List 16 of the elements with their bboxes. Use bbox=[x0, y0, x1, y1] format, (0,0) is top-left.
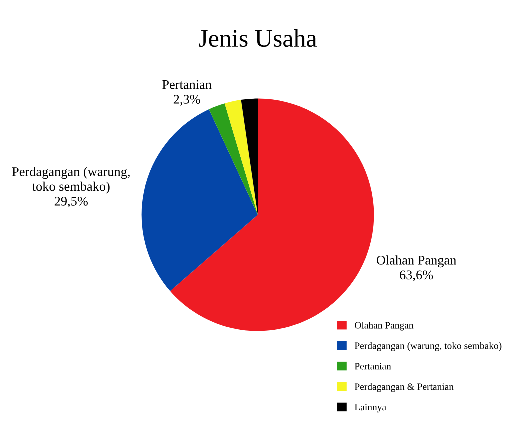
legend-label: Pertanian bbox=[354, 363, 392, 370]
data-label: 29,5% bbox=[54, 196, 88, 208]
chart-title: Jenis Usaha bbox=[199, 30, 318, 48]
slice-label: Olahan Pangan bbox=[376, 256, 456, 268]
slice-label: Pertanian bbox=[162, 80, 212, 90]
legend-label: Lainnya bbox=[354, 404, 386, 413]
pie-slice bbox=[224, 100, 258, 215]
data-label: 2,3% bbox=[174, 95, 200, 106]
data-label: 63,6% bbox=[400, 270, 434, 282]
slice-label: Perdagangan (warung, toko sembako) bbox=[12, 167, 130, 194]
legend-label: Perdagangan (warung, toko sembako) bbox=[354, 342, 502, 352]
pie-slice bbox=[142, 110, 258, 292]
pie-slice bbox=[209, 104, 258, 215]
legend-label: Perdagangan & Pertanian bbox=[354, 383, 454, 392]
legend-label: Olahan Pangan bbox=[355, 322, 414, 331]
pie-slice bbox=[241, 98, 258, 215]
